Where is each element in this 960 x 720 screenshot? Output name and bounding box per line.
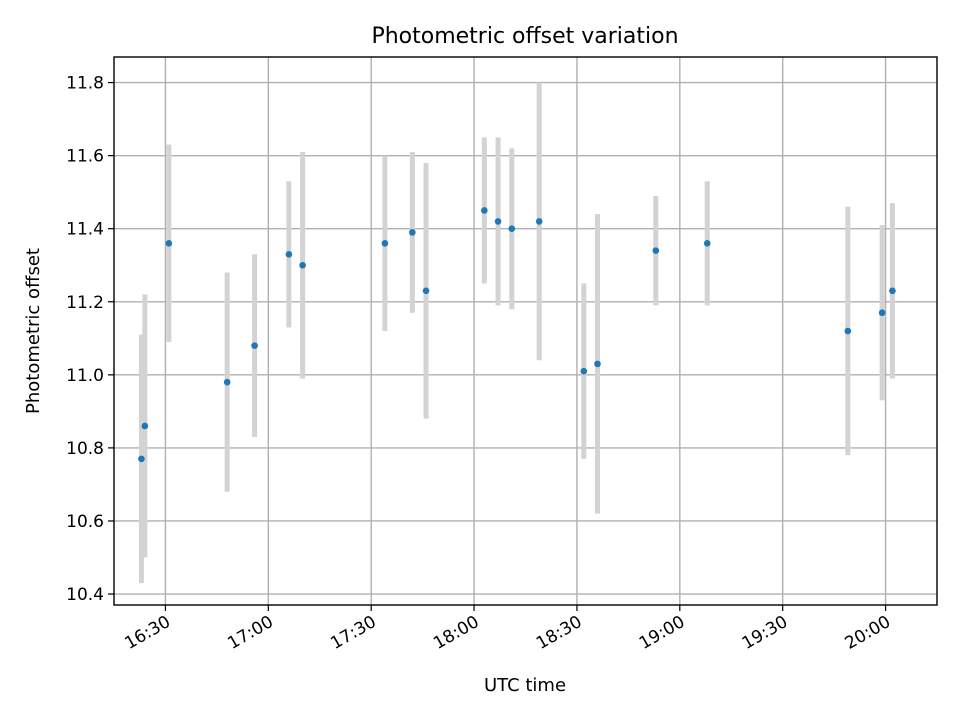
y-tick-label: 11.4 <box>66 220 104 240</box>
chart-title: Photometric offset variation <box>371 24 678 49</box>
x-tick-label: 16:30 <box>122 612 174 654</box>
data-point <box>285 250 293 258</box>
x-tick-label: 17:00 <box>224 612 276 654</box>
x-tick-label: 18:30 <box>533 612 585 654</box>
data-point <box>594 360 601 368</box>
grid-layer <box>114 57 937 605</box>
data-point <box>580 367 588 375</box>
data-point <box>844 327 852 335</box>
point-layer <box>138 207 896 463</box>
data-point <box>703 240 711 247</box>
data-point <box>878 309 886 317</box>
data-point <box>165 240 173 247</box>
data-point <box>481 207 488 214</box>
data-point <box>508 225 516 233</box>
plot-frame <box>113 56 938 606</box>
y-tick-label: 10.4 <box>66 585 104 605</box>
x-tick-label: 18:00 <box>430 612 482 654</box>
y-tick-label: 11.2 <box>66 293 104 313</box>
x-axis-label: UTC time <box>484 675 566 696</box>
y-tick-label: 11.0 <box>66 366 104 386</box>
data-point <box>652 247 660 254</box>
data-point <box>494 218 502 225</box>
x-tick-label: 17:30 <box>327 612 379 654</box>
data-point <box>889 287 896 295</box>
y-tick-label: 11.8 <box>66 74 104 94</box>
data-point <box>422 287 430 295</box>
data-point <box>381 240 389 247</box>
x-tick-label: 19:30 <box>739 612 791 654</box>
y-axis-label: Photometric offset <box>23 248 44 414</box>
x-tick-label: 19:00 <box>636 612 688 654</box>
data-point <box>138 455 145 463</box>
x-tick-label: 20:00 <box>842 612 894 654</box>
y-tick-label: 11.6 <box>66 147 104 167</box>
data-point <box>251 342 258 349</box>
y-tick-label: 10.6 <box>66 512 104 532</box>
data-point <box>299 261 306 269</box>
tick-layer: 16:30 17:00 17:30 18:00 18:30 19:00 19:30 20:00… <box>66 74 894 654</box>
data-point <box>223 378 231 386</box>
y-tick-label: 10.8 <box>66 439 104 459</box>
data-point <box>409 229 416 236</box>
errorbar-layer <box>138 82 895 584</box>
data-point <box>535 218 543 225</box>
data-point <box>141 422 149 430</box>
